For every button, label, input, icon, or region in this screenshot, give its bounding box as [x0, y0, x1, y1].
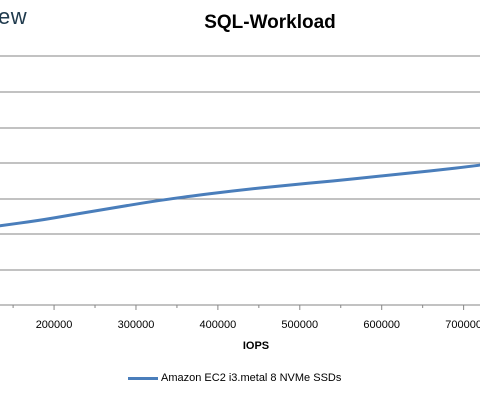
brand-logo-text: ew	[0, 4, 28, 29]
grid-lines	[0, 55, 480, 271]
legend-label: Amazon EC2 i3.metal 8 NVMe SSDs	[161, 372, 342, 384]
series-lines	[0, 163, 480, 228]
x-axis-label: IOPS	[243, 340, 269, 352]
x-tick-label: 700000	[445, 319, 480, 331]
chart-title: SQL-Workload	[204, 12, 336, 33]
series-line	[0, 163, 480, 228]
x-tick-label: 200000	[36, 319, 73, 331]
x-tick-label: 400000	[200, 319, 237, 331]
x-tick-label: 300000	[118, 319, 155, 331]
legend-swatch	[128, 376, 158, 380]
x-tick-label: 600000	[363, 319, 400, 331]
x-ticks: 200000 300000 400000 500000 600000 700000	[12, 305, 480, 331]
x-tick-label: 500000	[281, 319, 318, 331]
legend: Amazon EC2 i3.metal 8 NVMe SSDs	[128, 372, 341, 384]
